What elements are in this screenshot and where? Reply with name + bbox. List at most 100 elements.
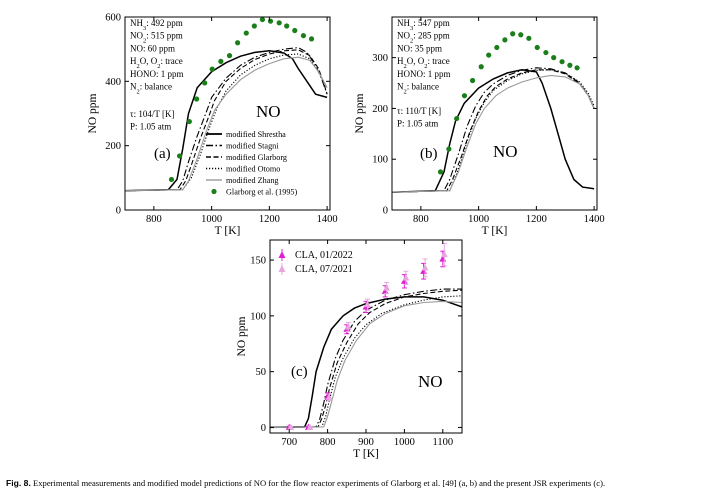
species-label: NO <box>418 372 443 391</box>
data-point <box>194 96 200 102</box>
condition-text: H2O, O2: trace <box>130 56 183 70</box>
x-tick-label: 1000 <box>394 437 415 448</box>
data-point <box>243 30 249 36</box>
data-point <box>276 20 282 26</box>
data-point <box>383 284 391 291</box>
y-axis-label: NO ppm <box>87 93 99 133</box>
y-axis-label: NO ppm <box>354 93 366 133</box>
data-point <box>461 93 468 99</box>
data-point <box>186 118 192 125</box>
series-line-modified-zhang <box>125 56 328 192</box>
legend-label: CLA, 01/2022 <box>295 250 353 261</box>
series-line-modified-stagni <box>392 67 595 193</box>
data-point <box>534 44 540 51</box>
condition-text: τ: 110/T [K] <box>397 106 441 116</box>
legend-swatch <box>278 265 286 272</box>
x-tick-label: 700 <box>281 437 297 448</box>
condition-text: NO: 60 ppm <box>130 43 175 53</box>
legend-label: modified Zhang <box>226 176 279 185</box>
data-point <box>437 169 444 175</box>
data-point <box>402 274 410 281</box>
species-label: NO <box>256 102 281 121</box>
condition-text: NO2: 285 ppm <box>397 31 450 45</box>
panel-label: (c) <box>291 364 308 380</box>
y-tick-label: 400 <box>105 77 121 88</box>
data-point <box>306 423 314 431</box>
data-point <box>502 37 508 43</box>
series-line-modified-stagni <box>125 47 328 192</box>
figure-caption: Fig. 8. Experimental measurements and mo… <box>6 478 701 488</box>
x-tick-label: 1400 <box>584 214 605 225</box>
y-tick-label: 200 <box>372 104 388 115</box>
x-tick-label: 900 <box>358 437 374 448</box>
condition-text: NO2: 515 ppm <box>130 31 183 45</box>
x-axis-label: T [K] <box>482 225 508 237</box>
x-tick-label: 1000 <box>468 214 489 225</box>
x-tick-label: 1100 <box>432 437 453 448</box>
data-point <box>469 77 476 84</box>
data-point <box>526 35 532 41</box>
data-point <box>543 49 549 56</box>
legend-label: modified Otomo <box>226 165 280 174</box>
condition-text: NO: 35 ppm <box>397 43 442 53</box>
plot-frame <box>391 16 598 211</box>
x-tick-label: 1400 <box>317 214 338 225</box>
x-axis-label: T [K] <box>215 225 241 237</box>
x-tick-label: 800 <box>413 214 429 225</box>
y-tick-label: 0 <box>116 206 121 217</box>
data-point <box>284 23 290 29</box>
condition-text: HONO: 1 ppm <box>397 69 451 79</box>
legend-swatch <box>211 188 217 195</box>
series-line-modified-zhang <box>392 74 595 193</box>
y-axis-label: NO ppm <box>236 316 248 356</box>
legend-label: modified Stagni <box>226 142 279 151</box>
data-point <box>209 66 215 72</box>
data-point <box>518 32 524 38</box>
data-point <box>267 18 274 24</box>
x-tick-label: 800 <box>146 214 162 225</box>
data-point <box>218 58 224 64</box>
data-point <box>478 64 484 70</box>
data-point <box>567 62 573 68</box>
caption-label: Fig. 8. <box>6 478 31 488</box>
data-point <box>226 53 233 59</box>
condition-text: N2: balance <box>130 82 172 96</box>
data-point <box>440 250 448 258</box>
y-tick-label: 600 <box>105 13 121 24</box>
panel-label: (b) <box>420 146 438 162</box>
y-tick-label: 150 <box>250 256 266 267</box>
y-tick-label: 100 <box>250 311 266 322</box>
legend-label: modified Glarborg <box>226 153 287 162</box>
condition-text: P: 1.05 atm <box>130 122 171 132</box>
x-tick-label: 800 <box>320 437 336 448</box>
data-point <box>202 80 208 86</box>
x-tick-label: 1200 <box>526 214 547 225</box>
legend: CLA, 01/2022 CLA, 07/2021 <box>278 249 353 275</box>
condition-text: τ: 104/T [K] <box>130 109 174 119</box>
series-line-modified-shrestha <box>270 296 462 429</box>
data-point <box>559 59 565 65</box>
legend-label: modified Shrestha <box>226 130 286 139</box>
data-point <box>259 16 266 23</box>
series-line-modified-glarborg <box>392 69 595 193</box>
y-tick-label: 200 <box>105 141 121 152</box>
data-point <box>168 176 175 183</box>
legend-swatch <box>278 251 286 258</box>
data-point <box>364 300 371 308</box>
series-line-modified-otomo <box>125 53 328 192</box>
legend-label: Glarborg et al. (1995) <box>226 188 298 197</box>
condition-text: NH3: 547 ppm <box>397 18 450 32</box>
species-label: NO <box>493 142 518 161</box>
panel-c: 700 800 900 1000 1100 0 50 100 150 T [K] NO ppm (c)… <box>236 239 463 460</box>
legend: modified Shrestha modified Stagni modified… <box>206 130 298 197</box>
panel-b: 800 1000 1200 1400 0 100 200 300 T [K] NO ppm (b) N… <box>354 16 605 237</box>
x-tick-label: 1200 <box>259 214 280 225</box>
condition-text: P: 1.05 atm <box>397 119 438 129</box>
data-point <box>486 52 492 58</box>
x-tick-label: 1000 <box>201 214 222 225</box>
data-point <box>308 36 315 42</box>
data-point <box>300 33 307 39</box>
y-tick-label: 0 <box>261 423 266 434</box>
data-point <box>235 40 241 46</box>
series-line-modified-stagni <box>270 288 462 428</box>
